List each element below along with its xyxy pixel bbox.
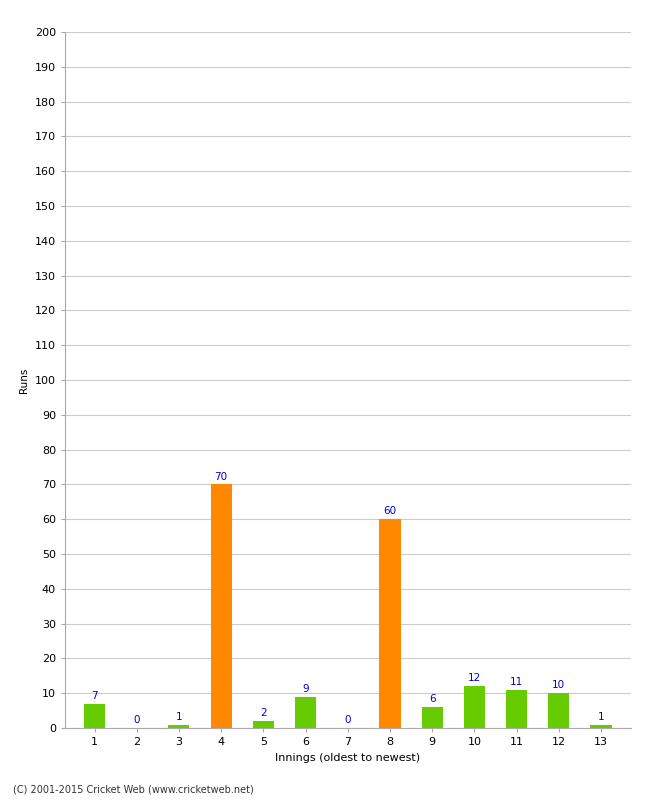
- Text: 1: 1: [176, 712, 182, 722]
- Text: 7: 7: [91, 691, 98, 701]
- Bar: [548, 693, 569, 728]
- Bar: [168, 725, 190, 728]
- Bar: [422, 707, 443, 728]
- Text: 10: 10: [552, 681, 566, 690]
- Text: 1: 1: [597, 712, 604, 722]
- Text: 11: 11: [510, 677, 523, 687]
- Bar: [590, 725, 612, 728]
- Text: (C) 2001-2015 Cricket Web (www.cricketweb.net): (C) 2001-2015 Cricket Web (www.cricketwe…: [13, 784, 254, 794]
- Bar: [211, 484, 231, 728]
- Bar: [380, 519, 400, 728]
- Text: 70: 70: [214, 472, 227, 482]
- Bar: [464, 686, 485, 728]
- Bar: [253, 721, 274, 728]
- Text: 60: 60: [384, 506, 396, 517]
- Y-axis label: Runs: Runs: [20, 367, 29, 393]
- Bar: [295, 697, 316, 728]
- Text: 9: 9: [302, 684, 309, 694]
- Text: 2: 2: [260, 708, 266, 718]
- Text: 0: 0: [133, 715, 140, 726]
- Bar: [506, 690, 527, 728]
- Text: 12: 12: [468, 674, 481, 683]
- X-axis label: Innings (oldest to newest): Innings (oldest to newest): [275, 753, 421, 762]
- Bar: [84, 704, 105, 728]
- Text: 0: 0: [344, 715, 351, 726]
- Text: 6: 6: [429, 694, 436, 704]
